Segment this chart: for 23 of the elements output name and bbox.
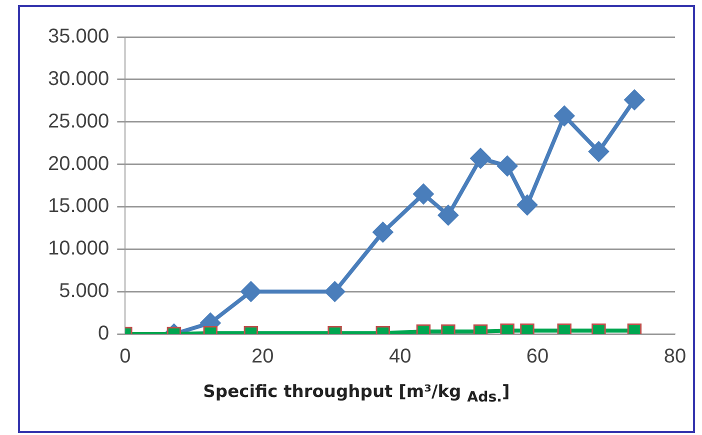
x-tick-label: 20 bbox=[252, 346, 274, 368]
point bbox=[496, 155, 518, 176]
y-tick-label: 20.000 bbox=[48, 152, 110, 175]
x-tick-label: 40 bbox=[388, 346, 412, 368]
y-tick-label: 5.000 bbox=[59, 280, 110, 302]
point bbox=[516, 194, 538, 216]
y-tick-label: 25.000 bbox=[48, 110, 110, 132]
x-axis-title: Specific throughput [m³/kg $_{Ads.}$] bbox=[202, 382, 511, 406]
y-tick-label: 10.000 bbox=[48, 238, 110, 260]
point bbox=[470, 148, 491, 169]
y-tick-label: 35.000 bbox=[48, 26, 110, 48]
x-tick-label: 0 bbox=[120, 346, 131, 368]
point bbox=[438, 204, 459, 226]
point bbox=[412, 183, 434, 204]
point bbox=[554, 105, 575, 126]
x-tick-label: 60 bbox=[526, 346, 549, 368]
x-tick-label: 80 bbox=[664, 346, 686, 368]
point bbox=[372, 222, 394, 243]
y-tick-label: 30.000 bbox=[48, 68, 110, 90]
y-tick-label: 15.000 bbox=[48, 195, 110, 218]
point bbox=[624, 89, 645, 110]
y-tick-label: 0 bbox=[98, 322, 110, 345]
point bbox=[588, 141, 610, 162]
